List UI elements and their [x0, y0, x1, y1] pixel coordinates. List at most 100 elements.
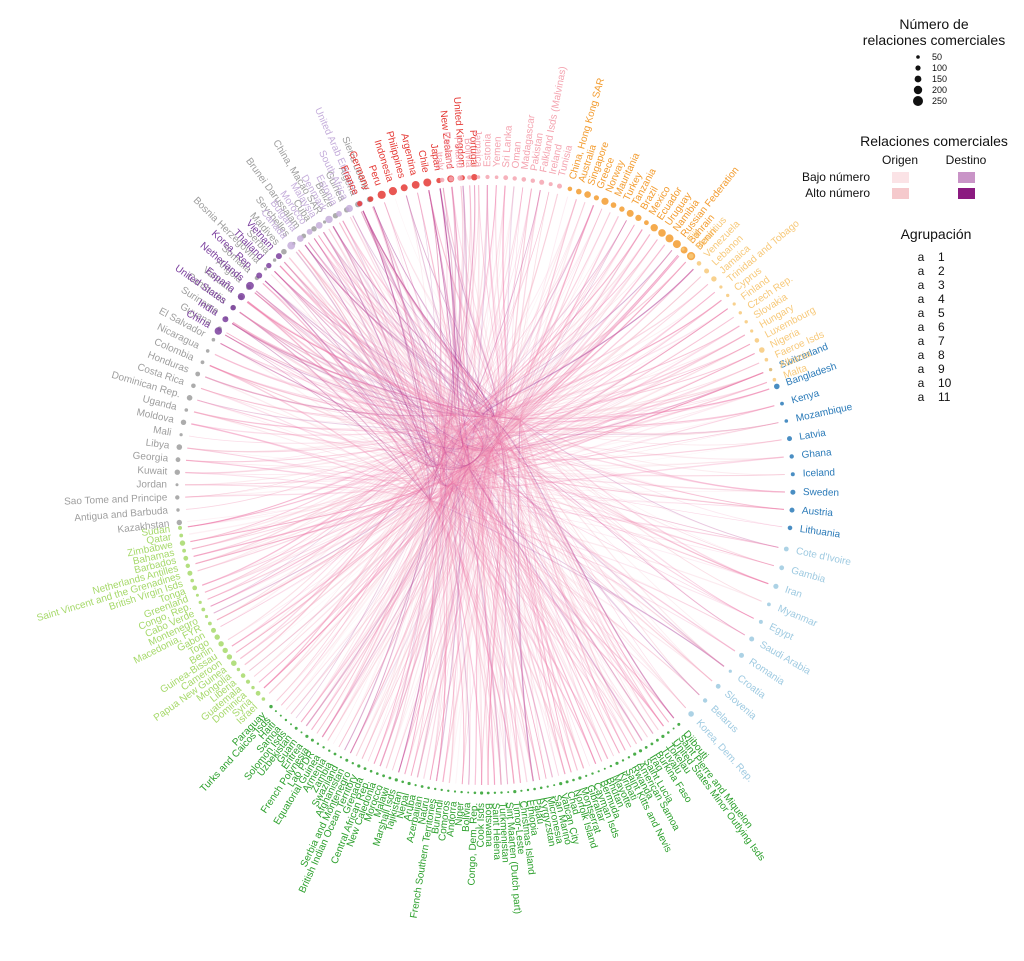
trade-edge	[185, 439, 654, 734]
trade-edge	[404, 362, 760, 775]
trade-edge	[239, 312, 572, 773]
trade-edge	[332, 206, 464, 447]
size-legend-value: 50	[932, 52, 942, 62]
origin-header: Origen	[882, 153, 918, 167]
group-legend-id: 8	[938, 348, 945, 362]
trade-edge	[487, 442, 648, 786]
country-node	[195, 593, 199, 597]
country-node	[201, 607, 206, 612]
country-node	[453, 790, 457, 793]
country-node	[789, 507, 795, 513]
trade-edge	[322, 231, 673, 466]
country-node	[688, 711, 694, 717]
trade-edge	[295, 251, 454, 783]
country-node	[513, 790, 517, 794]
country-node	[192, 585, 198, 591]
trade-edge	[210, 184, 521, 607]
trade-edge	[185, 438, 498, 748]
group-legend-id: 11	[938, 390, 951, 404]
trade-edge	[480, 442, 637, 786]
trade-edge	[313, 238, 464, 748]
trade-edge	[290, 439, 602, 762]
trade-edge	[451, 186, 505, 786]
country-node	[656, 738, 659, 742]
size-legend-value: 100	[932, 63, 947, 73]
trade-edge	[185, 271, 464, 510]
size-legend-value: 200	[932, 85, 947, 95]
country-node	[473, 791, 477, 795]
country-node	[222, 647, 228, 654]
trade-edge	[185, 469, 471, 550]
trade-edge	[441, 451, 609, 771]
trade-edge	[447, 239, 775, 567]
trade-edge	[461, 371, 770, 452]
country-node	[715, 683, 721, 689]
trade-edge	[439, 188, 740, 416]
country-node	[520, 789, 523, 792]
country-node	[261, 697, 266, 701]
country-node	[182, 548, 187, 553]
trade-edge	[300, 199, 577, 723]
country-node	[204, 614, 209, 619]
trade-edge	[185, 405, 775, 475]
country-node	[783, 546, 789, 552]
trade-edge	[190, 455, 488, 771]
trade-edge	[483, 261, 782, 446]
trade-edge	[469, 291, 716, 783]
trade-edge	[429, 499, 713, 696]
trade-edge	[220, 185, 506, 419]
group-legend-id: 2	[938, 264, 945, 278]
trade-edge	[232, 205, 594, 451]
country-node	[738, 311, 742, 315]
trade-edge	[246, 301, 785, 493]
trade-edge	[263, 228, 456, 689]
country-node	[394, 778, 398, 782]
country-node	[530, 178, 535, 183]
trade-edge	[367, 316, 734, 762]
trade-edge	[476, 187, 764, 420]
country-node	[615, 761, 619, 765]
trade-edge	[190, 440, 621, 754]
country-node	[315, 222, 323, 229]
country-node	[704, 268, 710, 274]
trade-edge	[216, 438, 502, 785]
trade-edge	[185, 300, 484, 498]
country-node	[176, 444, 183, 450]
trade-edge	[447, 220, 783, 528]
country-label: Nauru	[417, 797, 433, 826]
country-node	[578, 776, 582, 780]
trade-edge	[200, 244, 483, 467]
trade-edge	[209, 334, 471, 471]
trade-edge	[254, 292, 505, 786]
trade-edge	[185, 437, 725, 667]
trade-edge	[332, 226, 658, 418]
group-legend-glyph: a	[918, 376, 925, 390]
trade-edge	[362, 210, 725, 667]
trade-edge	[254, 292, 754, 619]
country-label: Libya	[145, 438, 171, 452]
trade-edge	[253, 439, 782, 677]
trade-edge	[184, 195, 453, 487]
trade-edge	[451, 186, 595, 419]
trade-edge	[404, 483, 643, 775]
trade-edge	[290, 416, 785, 715]
trade-edge	[461, 255, 687, 448]
trade-edge	[220, 325, 740, 627]
trade-edge	[344, 308, 728, 751]
trade-edge	[454, 269, 694, 779]
trade-edge	[216, 353, 755, 621]
trade-edge	[349, 499, 446, 782]
trade-edge	[249, 453, 483, 727]
trade-edge	[209, 364, 471, 785]
country-label: Cote d'Ivoire	[795, 546, 852, 568]
trade-edge	[461, 437, 769, 782]
trade-edge	[362, 190, 541, 502]
country-label: Italy	[433, 151, 446, 171]
trade-edge	[429, 188, 764, 501]
trade-edge	[469, 371, 764, 785]
trade-edge	[214, 244, 666, 419]
trade-edge	[304, 244, 493, 773]
trade-edge	[231, 323, 431, 754]
trade-edge	[185, 276, 702, 474]
trade-edge	[459, 185, 768, 467]
